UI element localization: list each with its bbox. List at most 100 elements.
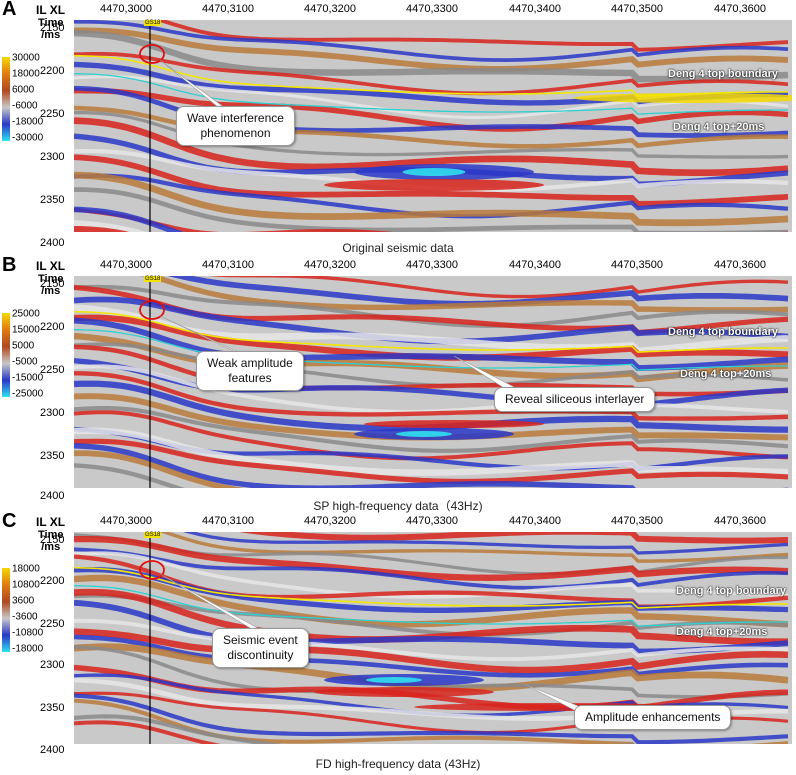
panel-c: C IL XL Time /ms 4470,3000 4470,3100 447… <box>0 510 796 771</box>
time-label-line2: /ms <box>41 541 61 553</box>
seismic-event <box>183 532 789 555</box>
x-tick-label: 4470,3500 <box>611 515 663 527</box>
callout-line: Weak amplitude <box>207 356 293 370</box>
callout-siliceous-interlayer: Reveal siliceous interlayer <box>494 387 656 412</box>
x-tick-label: 4470,3400 <box>509 259 561 271</box>
seismic-event <box>74 29 789 83</box>
seismic-event <box>74 117 789 177</box>
seismic-event <box>74 207 788 232</box>
x-tick-label: 4470,3400 <box>509 515 561 527</box>
x-tick-label: 4470,3100 <box>202 259 254 271</box>
seismic-section <box>74 276 792 488</box>
horizon-line-top <box>74 310 788 353</box>
colorbar-label: -6000 <box>12 100 38 112</box>
seismic-event <box>74 284 789 328</box>
x-tick-label: 4470,3400 <box>509 3 561 15</box>
seismic-event <box>167 276 789 307</box>
colorbar-label: 15000 <box>12 324 40 336</box>
colorbar-label: 30000 <box>12 52 40 64</box>
colorbar-label: -3600 <box>12 611 38 623</box>
panel-letter: A <box>2 0 17 20</box>
x-tick-label: 4470,3200 <box>304 259 356 271</box>
y-tick-label: 2150 <box>40 534 65 546</box>
seismic-event <box>74 27 789 72</box>
callout-line: Seismic event <box>223 633 298 647</box>
amplitude-anomaly <box>314 687 494 697</box>
horizon-line-top <box>74 54 788 97</box>
colorbar-label: 18000 <box>12 68 40 80</box>
axis-title: IL XL <box>36 3 66 17</box>
time-label-line1: Time <box>38 17 64 29</box>
horizon-line-top <box>74 566 788 609</box>
seismic-event <box>74 88 789 132</box>
colorbar-label: -18000 <box>12 116 44 128</box>
x-tick-label: 4470,3500 <box>611 259 663 271</box>
seismic-event <box>74 443 788 488</box>
seismic-event <box>74 410 789 461</box>
x-tick-label: 4470,3000 <box>100 259 152 271</box>
y-tick-label: 2150 <box>40 278 65 290</box>
x-tick-label: 4470,3600 <box>714 3 766 15</box>
anomaly-circle <box>139 44 165 64</box>
horizon-label-plus20: Deng 4 top+20ms <box>676 626 768 638</box>
x-tick-label: 4470,3600 <box>714 259 766 271</box>
callout-line: Amplitude enhancements <box>585 710 721 724</box>
y-tick-label: 2250 <box>40 364 65 376</box>
colorbar-label: 10800 <box>12 579 40 591</box>
y-tick-label: 2150 <box>40 22 65 34</box>
panel-a: A IL XL Time /ms 4470,3000 4470,3100 447… <box>0 0 796 258</box>
colorbar-label: -5000 <box>12 356 38 368</box>
amplitude-anomaly-core <box>396 431 452 437</box>
well-tag: GS18 <box>144 276 162 282</box>
seismic-event <box>74 438 789 484</box>
y-tick-label: 2300 <box>40 407 65 419</box>
x-tick-label: 4470,3100 <box>202 3 254 15</box>
callout-line: discontinuity <box>227 648 294 662</box>
y-tick-label: 2200 <box>40 65 65 77</box>
well-tag: GS18 <box>144 20 162 26</box>
x-tick-label: 4470,3300 <box>406 3 458 15</box>
seismic-event <box>74 693 789 744</box>
horizon-label-top: Deng 4 top boundary <box>676 585 786 597</box>
panel-caption: Original seismic data <box>342 241 454 255</box>
well-tag: GS18 <box>144 532 162 538</box>
seismic-event <box>74 317 789 371</box>
seismic-event <box>74 628 789 674</box>
anomaly-circle <box>139 300 165 320</box>
amplitude-anomaly <box>364 420 544 428</box>
callout-line: phenomenon <box>200 126 271 140</box>
time-axis-label: Time /ms <box>38 529 63 553</box>
seismic-event <box>74 535 789 581</box>
axis-title: IL XL <box>36 259 66 273</box>
seismic-event <box>153 20 789 52</box>
seismic-event <box>239 532 789 544</box>
x-tick-label: 4470,3300 <box>406 259 458 271</box>
colorbar-label: 25000 <box>12 308 40 320</box>
horizon-label-plus20: Deng 4 top+20ms <box>673 121 765 133</box>
colorbar-label: 3600 <box>12 595 35 607</box>
time-label-line1: Time <box>38 529 64 541</box>
anomaly-circle <box>139 560 165 580</box>
time-label-line2: /ms <box>41 285 61 297</box>
colorbar <box>2 313 10 397</box>
amplitude-anomaly-core <box>402 168 466 176</box>
y-tick-label: 2350 <box>40 702 65 714</box>
y-tick-label: 2200 <box>40 321 65 333</box>
x-tick-label: 4470,3200 <box>304 3 356 15</box>
seismic-event <box>74 371 789 421</box>
time-label-line2: /ms <box>41 29 61 41</box>
x-tick-label: 4470,3600 <box>714 515 766 527</box>
callout-amplitude-enhancements: Amplitude enhancements <box>574 705 732 730</box>
panel-letter: B <box>2 254 17 276</box>
seismic-event <box>74 20 789 62</box>
colorbar-label: -10800 <box>12 627 44 639</box>
horizon-line-plus20 <box>74 329 788 371</box>
panel-caption: FD high-frequency data (43Hz) <box>315 757 481 771</box>
seismic-event <box>74 450 245 488</box>
colorbar <box>2 568 10 652</box>
seismic-event <box>141 276 789 313</box>
seismic-event <box>74 405 789 453</box>
colorbar-label: -25000 <box>12 388 44 400</box>
colorbar-label: -30000 <box>12 132 44 144</box>
seismic-event <box>158 532 789 563</box>
